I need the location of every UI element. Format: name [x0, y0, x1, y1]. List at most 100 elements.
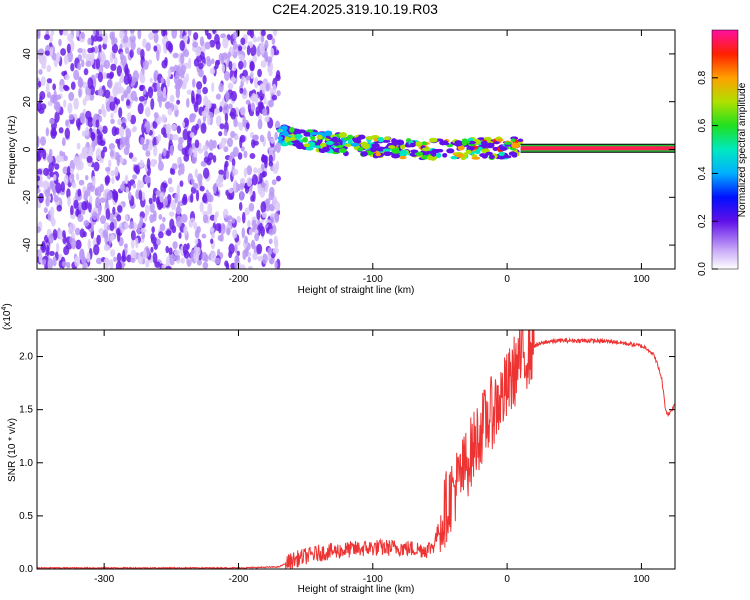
noise-cell — [260, 35, 265, 43]
noise-cell — [83, 190, 88, 202]
noise-cell — [245, 122, 250, 130]
noise-cell — [257, 68, 262, 78]
x-tick-label: 100 — [633, 274, 650, 285]
noise-cell — [53, 174, 57, 181]
noise-cell — [111, 177, 115, 185]
noise-cell — [39, 136, 47, 146]
noise-cell — [226, 227, 231, 236]
signal-cell — [281, 125, 288, 131]
noise-cell — [172, 241, 178, 250]
noise-cell — [232, 229, 238, 239]
noise-cell — [142, 60, 149, 70]
noise-cell — [241, 45, 247, 51]
snr-panel: -300 -200 -100 0 100 0.0 0.5 1.0 1.5 2.0 Height … — [1, 303, 676, 595]
noise-cell — [37, 80, 42, 88]
noise-cell — [74, 256, 81, 268]
noise-cell — [103, 59, 111, 70]
noise-cell — [190, 178, 195, 185]
noise-cell — [58, 38, 62, 47]
signal-cell — [324, 130, 333, 136]
noise-cell — [102, 32, 108, 45]
noise-cell — [246, 177, 253, 187]
noise-cell — [176, 99, 181, 105]
noise-cell — [108, 73, 114, 80]
noise-cell — [140, 136, 145, 146]
noise-cell — [174, 254, 181, 261]
noise-cell — [50, 214, 55, 225]
signal-cell — [464, 140, 471, 144]
noise-cell — [37, 249, 43, 258]
signal-cell — [486, 142, 495, 149]
noise-cell — [93, 161, 100, 172]
noise-cell — [91, 46, 95, 53]
noise-cell — [222, 208, 229, 220]
noise-cell — [219, 123, 225, 130]
y-tick-label: 0 — [22, 146, 33, 152]
x-tick-label: 0 — [504, 274, 510, 285]
noise-cell — [259, 187, 266, 198]
noise-cell — [55, 155, 61, 164]
noise-cell — [116, 155, 120, 167]
noise-cell — [259, 42, 266, 55]
noise-cell — [258, 222, 263, 231]
noise-cell — [124, 47, 130, 55]
noise-cell — [64, 74, 70, 81]
noise-cell — [38, 107, 45, 114]
noise-cell — [156, 81, 161, 92]
noise-cell — [187, 30, 192, 37]
noise-cell — [70, 173, 75, 180]
noise-cell — [132, 125, 137, 132]
noise-cell — [116, 252, 122, 263]
noise-cell — [50, 30, 55, 36]
noise-cell — [63, 99, 67, 108]
noise-cell — [159, 192, 165, 203]
noise-cell — [145, 150, 151, 157]
noise-cell — [142, 249, 147, 260]
colorbar-tick-label: 0.6 — [697, 118, 708, 132]
noise-cell — [151, 226, 155, 234]
noise-cell — [142, 89, 147, 95]
noise-cell — [144, 106, 151, 118]
noise-cell — [206, 56, 211, 62]
noise-cell — [60, 48, 67, 56]
noise-cell — [38, 192, 44, 204]
noise-cell — [182, 128, 189, 141]
noise-cell — [267, 247, 273, 256]
noise-cell — [272, 247, 279, 254]
noise-cell — [110, 170, 115, 177]
noise-cell — [79, 249, 84, 261]
noise-cell — [270, 216, 274, 224]
noise-cell — [135, 237, 139, 249]
noise-cell — [168, 211, 175, 217]
signal-cell — [498, 151, 505, 157]
noise-cell — [270, 47, 275, 58]
noise-cell — [195, 46, 201, 57]
noise-cell — [167, 107, 173, 116]
noise-cell — [207, 192, 212, 202]
noise-cell — [146, 158, 151, 170]
noise-cell — [156, 238, 161, 246]
noise-cell — [236, 215, 241, 223]
noise-cell — [49, 46, 54, 58]
noise-cell — [82, 146, 89, 155]
noise-cell — [116, 81, 122, 92]
noise-cell — [79, 228, 85, 238]
noise-cell — [82, 263, 87, 269]
noise-cell — [268, 238, 273, 245]
noise-cell — [268, 228, 275, 236]
signal-cell — [310, 132, 319, 136]
noise-cell — [110, 118, 115, 125]
noise-cell — [232, 168, 239, 176]
noise-cell — [193, 147, 198, 158]
noise-cell — [260, 201, 267, 214]
noise-cell — [66, 165, 71, 176]
noise-cell — [237, 152, 243, 160]
noise-cell — [48, 162, 54, 173]
noise-cell — [202, 194, 208, 204]
noise-cell — [111, 35, 115, 47]
noise-cell — [73, 97, 79, 110]
noise-cell — [153, 73, 158, 83]
noise-cell — [96, 36, 103, 42]
noise-cell — [38, 69, 43, 75]
noise-cell — [105, 166, 111, 172]
